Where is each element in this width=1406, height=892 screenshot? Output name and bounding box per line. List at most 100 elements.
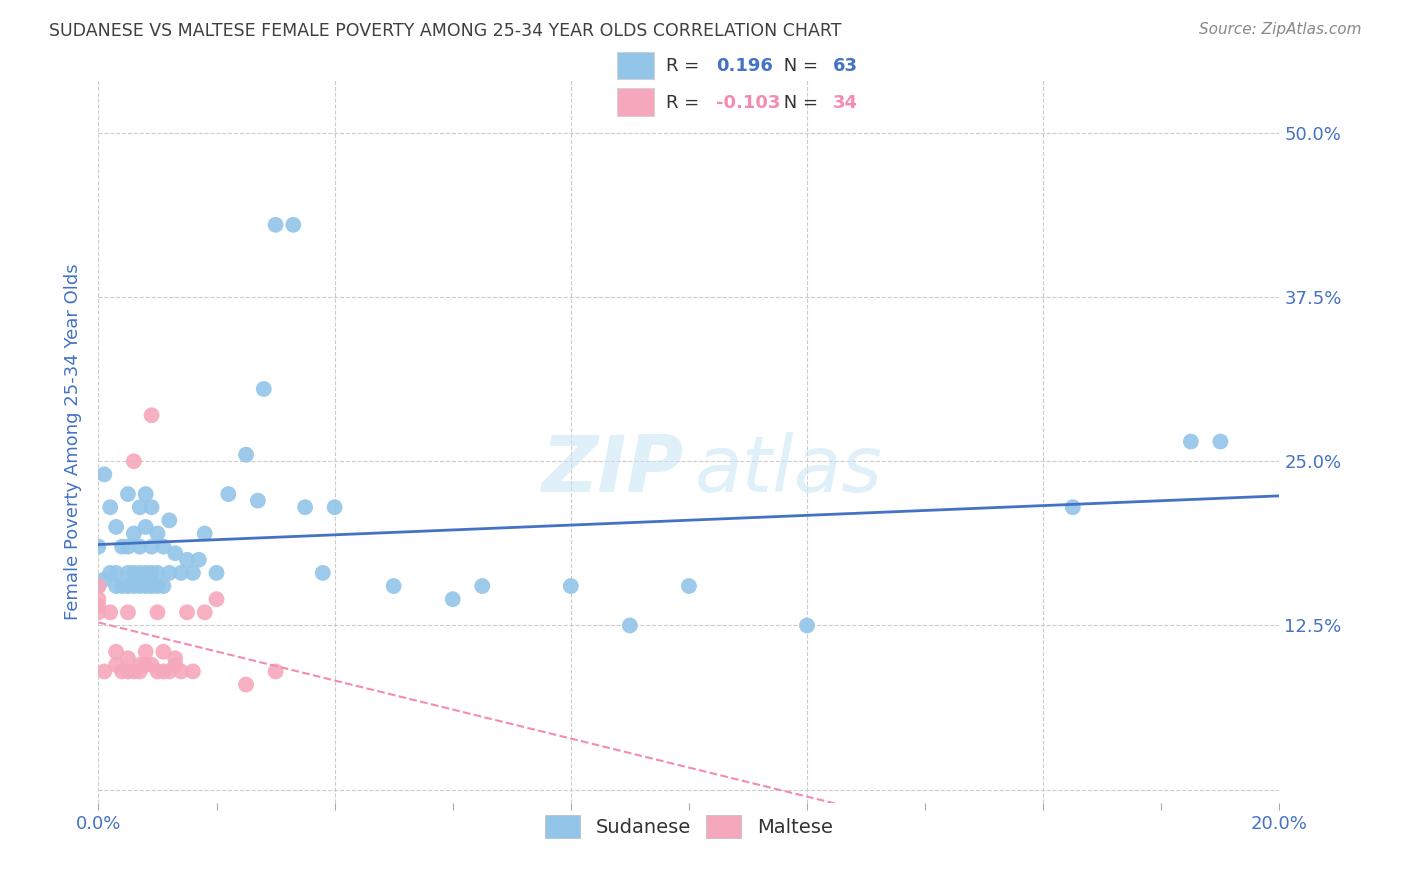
Point — [264, 665, 287, 679]
Point — [165, 651, 187, 665]
Text: ZIP: ZIP — [541, 433, 683, 508]
Point — [93, 467, 115, 482]
Point — [98, 605, 121, 619]
Point — [152, 540, 174, 554]
Text: N =: N = — [778, 94, 824, 112]
Point — [560, 579, 582, 593]
Point — [141, 500, 163, 515]
Point — [105, 566, 128, 580]
Point — [87, 579, 110, 593]
Text: -0.103: -0.103 — [716, 94, 780, 112]
Point — [157, 566, 180, 580]
Text: 0.196: 0.196 — [716, 57, 772, 75]
Point — [122, 566, 145, 580]
Point — [194, 526, 217, 541]
Point — [135, 566, 157, 580]
Point — [111, 579, 134, 593]
Point — [1180, 434, 1202, 449]
Text: R =: R = — [666, 57, 706, 75]
Point — [128, 657, 150, 672]
Point — [146, 665, 169, 679]
Point — [122, 665, 145, 679]
Point — [152, 645, 174, 659]
Point — [117, 651, 139, 665]
Point — [135, 657, 157, 672]
Point — [205, 592, 228, 607]
Point — [93, 573, 115, 587]
Point — [141, 540, 163, 554]
Text: 34: 34 — [834, 94, 858, 112]
Point — [235, 448, 257, 462]
Point — [93, 665, 115, 679]
Point — [128, 540, 150, 554]
Point — [1209, 434, 1232, 449]
Point — [619, 618, 641, 632]
Point — [264, 218, 287, 232]
Point — [181, 566, 204, 580]
Point — [441, 592, 464, 607]
Point — [312, 566, 335, 580]
Point — [253, 382, 276, 396]
Point — [105, 645, 128, 659]
Point — [122, 454, 145, 468]
Text: 63: 63 — [834, 57, 858, 75]
Point — [98, 566, 121, 580]
Point — [176, 605, 198, 619]
Point — [165, 657, 187, 672]
Point — [283, 218, 305, 232]
Point — [382, 579, 405, 593]
Point — [105, 657, 128, 672]
Point — [146, 579, 169, 593]
Point — [122, 526, 145, 541]
Point — [678, 579, 700, 593]
Point — [117, 605, 139, 619]
Point — [117, 566, 139, 580]
Point — [128, 579, 150, 593]
FancyBboxPatch shape — [617, 52, 654, 79]
Point — [87, 579, 110, 593]
Point — [105, 520, 128, 534]
Point — [796, 618, 818, 632]
Point — [141, 566, 163, 580]
Point — [194, 605, 217, 619]
Point — [87, 592, 110, 607]
Point — [87, 605, 110, 619]
Point — [146, 566, 169, 580]
FancyBboxPatch shape — [617, 88, 654, 116]
Point — [105, 579, 128, 593]
Point — [323, 500, 346, 515]
Text: SUDANESE VS MALTESE FEMALE POVERTY AMONG 25-34 YEAR OLDS CORRELATION CHART: SUDANESE VS MALTESE FEMALE POVERTY AMONG… — [49, 22, 842, 40]
Point — [141, 579, 163, 593]
Point — [117, 665, 139, 679]
Point — [152, 579, 174, 593]
Point — [135, 487, 157, 501]
Point — [117, 579, 139, 593]
Text: atlas: atlas — [695, 433, 883, 508]
Point — [135, 520, 157, 534]
Point — [135, 645, 157, 659]
Point — [117, 540, 139, 554]
Point — [205, 566, 228, 580]
Point — [157, 665, 180, 679]
Point — [141, 657, 163, 672]
Y-axis label: Female Poverty Among 25-34 Year Olds: Female Poverty Among 25-34 Year Olds — [63, 263, 82, 620]
Point — [170, 665, 193, 679]
Point — [87, 599, 110, 613]
Point — [122, 579, 145, 593]
Point — [87, 540, 110, 554]
Point — [235, 677, 257, 691]
Point — [135, 579, 157, 593]
Point — [471, 579, 494, 593]
Point — [117, 487, 139, 501]
Text: N =: N = — [778, 57, 824, 75]
Point — [176, 553, 198, 567]
Point — [157, 513, 180, 527]
Point — [128, 665, 150, 679]
Legend: Sudanese, Maltese: Sudanese, Maltese — [536, 805, 842, 847]
Point — [146, 605, 169, 619]
Point — [181, 665, 204, 679]
Point — [128, 566, 150, 580]
Point — [111, 665, 134, 679]
Point — [294, 500, 316, 515]
Point — [170, 566, 193, 580]
